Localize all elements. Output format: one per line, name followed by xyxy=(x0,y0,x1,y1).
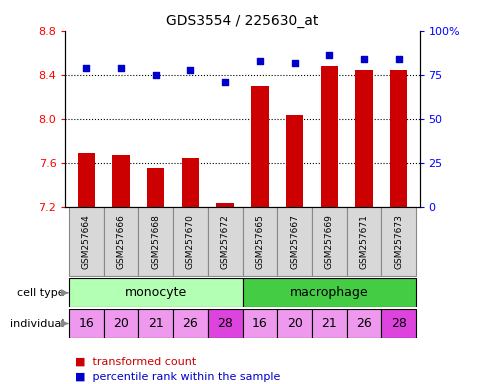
FancyBboxPatch shape xyxy=(242,309,277,338)
Text: GSM257668: GSM257668 xyxy=(151,215,160,269)
FancyBboxPatch shape xyxy=(138,207,173,276)
FancyBboxPatch shape xyxy=(346,309,380,338)
FancyBboxPatch shape xyxy=(173,207,207,276)
Bar xyxy=(355,71,372,207)
FancyBboxPatch shape xyxy=(346,207,380,276)
Bar xyxy=(77,153,95,207)
Text: monocyte: monocyte xyxy=(124,286,186,299)
Text: 28: 28 xyxy=(390,317,406,330)
FancyBboxPatch shape xyxy=(242,207,277,276)
Text: GSM257673: GSM257673 xyxy=(393,215,402,269)
FancyBboxPatch shape xyxy=(380,309,415,338)
Bar xyxy=(147,168,164,207)
Bar xyxy=(112,156,129,207)
Point xyxy=(394,56,402,62)
Point xyxy=(186,66,194,73)
FancyBboxPatch shape xyxy=(173,309,207,338)
Bar xyxy=(320,66,337,207)
Text: GSM257667: GSM257667 xyxy=(289,215,299,269)
Bar xyxy=(251,86,268,207)
FancyBboxPatch shape xyxy=(104,207,138,276)
Point xyxy=(359,56,367,62)
Text: GSM257666: GSM257666 xyxy=(116,215,125,269)
Bar xyxy=(216,203,233,207)
FancyBboxPatch shape xyxy=(277,207,311,276)
FancyBboxPatch shape xyxy=(207,309,242,338)
Text: 21: 21 xyxy=(148,317,163,330)
FancyBboxPatch shape xyxy=(138,309,173,338)
Text: ■  transformed count: ■ transformed count xyxy=(75,357,196,367)
Text: 21: 21 xyxy=(321,317,336,330)
Text: GSM257670: GSM257670 xyxy=(185,215,195,269)
FancyBboxPatch shape xyxy=(69,309,104,338)
Point xyxy=(290,60,298,66)
FancyBboxPatch shape xyxy=(242,278,415,307)
FancyBboxPatch shape xyxy=(311,309,346,338)
FancyBboxPatch shape xyxy=(380,207,415,276)
Text: GSM257669: GSM257669 xyxy=(324,215,333,269)
Point xyxy=(117,65,125,71)
Point xyxy=(151,72,159,78)
Text: cell type: cell type xyxy=(17,288,65,298)
Point xyxy=(82,65,90,71)
Point xyxy=(221,79,228,85)
Text: 16: 16 xyxy=(252,317,267,330)
Text: ■  percentile rank within the sample: ■ percentile rank within the sample xyxy=(75,372,280,382)
Bar xyxy=(285,115,302,207)
FancyBboxPatch shape xyxy=(69,278,242,307)
Title: GDS3554 / 225630_at: GDS3554 / 225630_at xyxy=(166,14,318,28)
FancyBboxPatch shape xyxy=(104,309,138,338)
Text: GSM257664: GSM257664 xyxy=(82,215,91,269)
Text: 20: 20 xyxy=(286,317,302,330)
FancyBboxPatch shape xyxy=(277,309,311,338)
Text: 20: 20 xyxy=(113,317,129,330)
Point xyxy=(256,58,263,64)
Text: 16: 16 xyxy=(78,317,94,330)
Text: 26: 26 xyxy=(182,317,198,330)
Bar xyxy=(182,158,199,207)
Text: GSM257671: GSM257671 xyxy=(359,215,368,269)
Bar xyxy=(389,71,407,207)
Point xyxy=(325,52,333,58)
Text: GSM257672: GSM257672 xyxy=(220,215,229,269)
Text: 26: 26 xyxy=(355,317,371,330)
Text: individual: individual xyxy=(10,318,65,329)
Text: 28: 28 xyxy=(217,317,233,330)
Text: macrophage: macrophage xyxy=(289,286,368,299)
FancyBboxPatch shape xyxy=(207,207,242,276)
FancyBboxPatch shape xyxy=(69,207,104,276)
FancyBboxPatch shape xyxy=(311,207,346,276)
Text: GSM257665: GSM257665 xyxy=(255,215,264,269)
